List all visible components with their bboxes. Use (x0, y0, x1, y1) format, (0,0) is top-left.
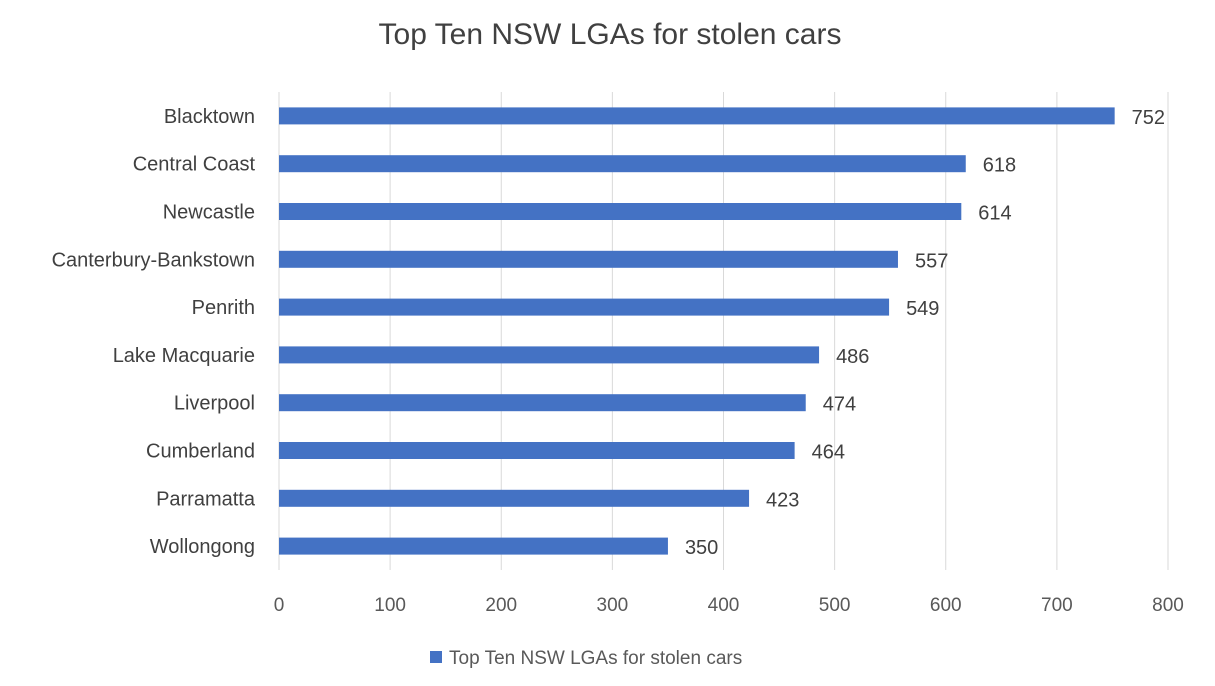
x-tick-label: 300 (597, 595, 629, 616)
x-tick-label: 500 (819, 595, 851, 616)
legend: Top Ten NSW LGAs for stolen cars (430, 648, 742, 669)
x-tick-label: 700 (1041, 595, 1073, 616)
x-tick-label: 0 (274, 595, 285, 616)
data-label: 474 (823, 394, 856, 416)
bar (279, 203, 962, 220)
x-axis-tick-labels: 0 100 200 300 400 500 600 700 800 (274, 595, 1184, 616)
category-label: Canterbury-Bankstown (52, 249, 255, 271)
data-label: 486 (836, 346, 869, 368)
category-label: Cumberland (146, 441, 255, 463)
bars (279, 107, 1115, 555)
category-label: Blacktown (164, 106, 255, 128)
bar (279, 489, 750, 507)
data-label: 752 (1132, 107, 1165, 129)
x-tick-label: 400 (708, 595, 740, 616)
x-tick-label: 100 (374, 595, 406, 616)
bar (279, 107, 1115, 125)
bar (279, 250, 898, 268)
data-label: 423 (766, 489, 799, 511)
legend-label: Top Ten NSW LGAs for stolen cars (449, 648, 742, 669)
data-label: 350 (685, 537, 718, 559)
bar (279, 394, 806, 412)
category-label: Central Coast (133, 154, 256, 176)
bar (279, 155, 966, 173)
x-tick-label: 600 (930, 595, 962, 616)
legend-swatch (430, 651, 442, 663)
bar (279, 346, 820, 364)
data-label: 618 (983, 155, 1016, 177)
category-label: Wollongong (150, 536, 255, 558)
data-label: 614 (978, 203, 1011, 225)
category-label: Newcastle (163, 202, 255, 224)
data-label: 549 (906, 298, 939, 320)
bar (279, 298, 890, 316)
x-tick-label: 800 (1152, 595, 1184, 616)
category-label: Parramatta (156, 488, 256, 510)
chart-title: Top Ten NSW LGAs for stolen cars (379, 18, 842, 51)
category-label: Penrith (192, 297, 255, 319)
category-labels: Blacktown Central Coast Newcastle Canterbur… (52, 106, 256, 558)
data-label: 464 (812, 442, 845, 464)
bar (279, 442, 795, 459)
data-label: 557 (915, 250, 948, 272)
data-labels: 752 618 614 557 549 486 474 464 423 350 (685, 107, 1165, 559)
x-tick-label: 200 (485, 595, 517, 616)
category-label: Liverpool (174, 393, 255, 415)
bar (279, 537, 668, 555)
category-label: Lake Macquarie (113, 345, 255, 367)
